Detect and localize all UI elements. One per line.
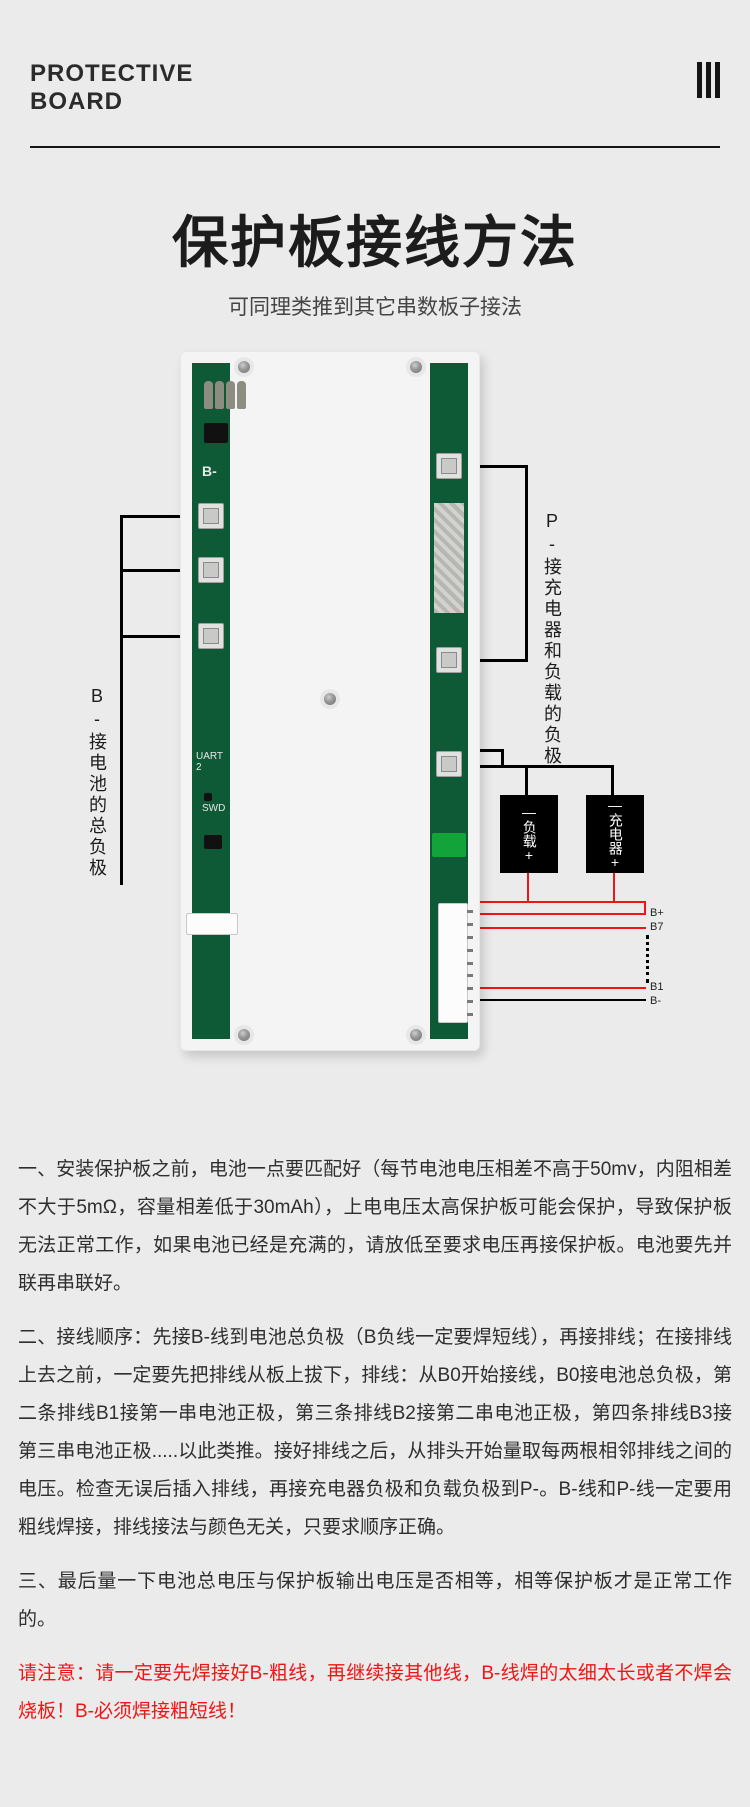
header-line-2: BOARD [30, 88, 720, 116]
header: PROTECTIVE BOARD [0, 0, 750, 134]
terminal-p3 [436, 751, 462, 777]
pin-label-bminus: B- [650, 995, 661, 1007]
wire-dotted [646, 935, 649, 983]
header-bars-icon [697, 62, 720, 98]
wire-red-chg-down [613, 873, 615, 903]
wire-b-down [120, 515, 123, 885]
instruction-p2: 二、接线顺序：先接B-线到电池总负极（B负线一定要焊短线），再接排线；在接排线上… [18, 1319, 732, 1547]
pin-label-bplus: B+ [650, 907, 664, 919]
capacitors [204, 381, 246, 409]
instruction-p1: 一、安装保护板之前，电池一点要匹配好（每节电池电压相差不高于50mv，内阻相差不… [18, 1151, 732, 1303]
box-chg-top: — [608, 798, 622, 813]
header-line-1: PROTECTIVE [30, 60, 720, 88]
page-subtitle: 可同理类推到其它串数板子接法 [0, 291, 750, 321]
box-chg-label: 充电器 [607, 813, 622, 855]
screw-icon [410, 1029, 422, 1041]
wire-red-load-down [527, 873, 529, 903]
wire-p-join [525, 465, 528, 662]
instruction-warning: 请注意：请一定要先焊接好B-粗线，再继续接其他线，B-线焊的太细太长或者不焊会烧… [18, 1655, 732, 1731]
connector-left [186, 913, 238, 935]
pin-label-b7: B7 [650, 921, 663, 933]
pcb-strip-left: B- UART 2 SWD [192, 363, 230, 1039]
terminal-b2 [198, 557, 224, 583]
box-load-label: 负载 [521, 820, 536, 848]
wire-p-to-boxes-h [466, 765, 614, 768]
wire-red-h4 [472, 987, 646, 989]
terminal-b3 [198, 623, 224, 649]
wire-black-bminus [472, 999, 646, 1001]
instruction-p3: 三、最后量一下电池总电压与保护板输出电压是否相等，相等保护板才是正常工作的。 [18, 1563, 732, 1639]
instructions: 一、安装保护板之前，电池一点要匹配好（每节电池电压相差不高于50mv，内阻相差不… [0, 1091, 750, 1807]
chip-3 [204, 835, 222, 849]
screw-icon [410, 361, 422, 373]
label-p-minus: P-接充电器和负载的负极 [539, 511, 565, 767]
wire-red-h3 [472, 927, 646, 929]
box-load-plus: + [525, 848, 533, 863]
screw-icon [238, 361, 250, 373]
box-chg-plus: + [611, 855, 619, 870]
wiring-diagram: B-接电池的总负极 P-接充电器和负载的负极 — 负载 + — 充电器 + B+… [30, 351, 720, 1091]
box-load-top: — [522, 805, 536, 820]
box-load: — 负载 + [500, 795, 558, 873]
chip-1 [204, 423, 228, 443]
screw-icon [324, 693, 336, 705]
page-title: 保护板接线方法 [0, 198, 750, 279]
green-terminal [432, 833, 466, 857]
pin-label-b1: B1 [650, 981, 663, 993]
wire-p-down-left [525, 765, 528, 795]
title-block: 保护板接线方法 可同理类推到其它串数板子接法 [0, 148, 750, 341]
pcb-plate: B- UART 2 SWD [180, 351, 480, 1051]
wire-red-h2 [472, 913, 646, 915]
screw-icon [238, 1029, 250, 1041]
wire-p-down-right [611, 765, 614, 795]
wire-red-h1 [472, 901, 646, 903]
silkscreen-uart: UART 2 [196, 751, 230, 773]
chip-2 [204, 793, 212, 801]
silkscreen-swd: SWD [202, 803, 225, 814]
label-b-minus: B-接电池的总负极 [84, 686, 110, 879]
terminal-p1 [436, 453, 462, 479]
silkscreen-b: B- [202, 463, 217, 479]
connector-right [438, 903, 468, 1023]
mosfet-heatsink [434, 503, 464, 613]
pcb-strip-right [430, 363, 468, 1039]
box-charger: — 充电器 + [586, 795, 644, 873]
terminal-b1 [198, 503, 224, 529]
terminal-p2 [436, 647, 462, 673]
